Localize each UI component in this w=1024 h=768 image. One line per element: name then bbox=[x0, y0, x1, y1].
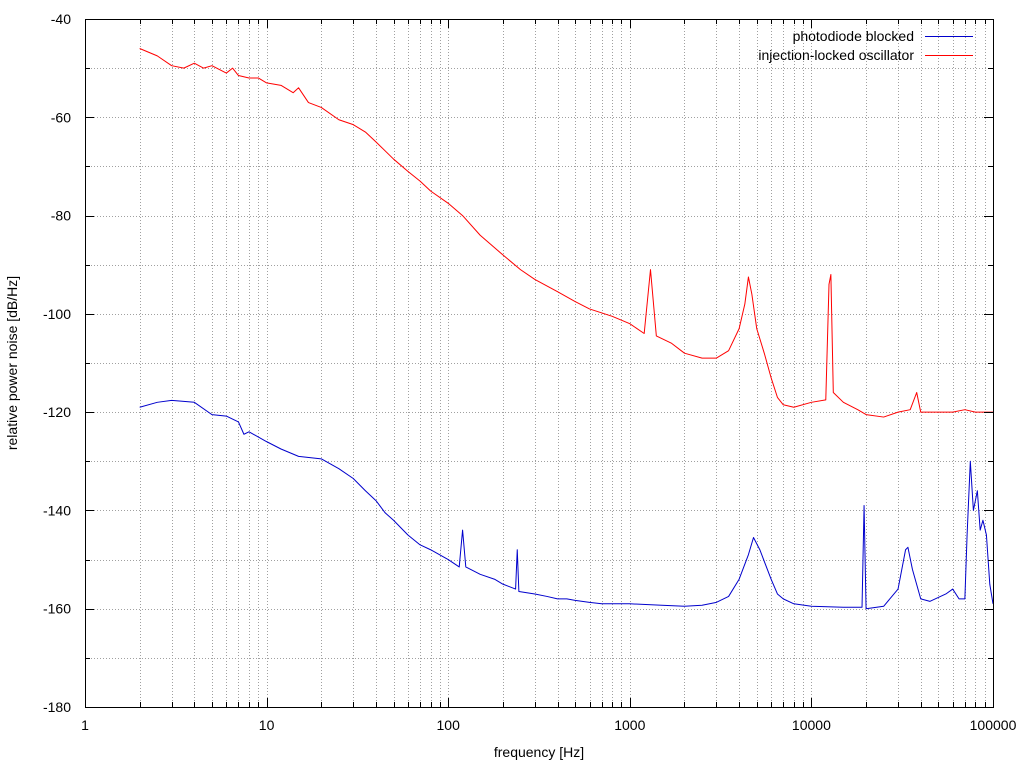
grid bbox=[85, 19, 993, 707]
x-tick-label: 1000 bbox=[614, 717, 645, 733]
y-tick-label: -180 bbox=[43, 699, 71, 715]
series-layer bbox=[139, 48, 994, 610]
legend-entry-label: photodiode blocked bbox=[793, 28, 914, 44]
series-line-2 bbox=[139, 48, 993, 418]
y-tick-label: -160 bbox=[43, 601, 71, 617]
x-tick-label: 10000 bbox=[792, 717, 831, 733]
y-tick-label: -80 bbox=[51, 208, 71, 224]
y-tick-label: -120 bbox=[43, 404, 71, 420]
y-tick-label: -140 bbox=[43, 502, 71, 518]
legend: photodiode blocked injection-locked oscil… bbox=[758, 28, 973, 63]
x-tick-label: 1 bbox=[81, 717, 89, 733]
y-tick-label: -100 bbox=[43, 306, 71, 322]
tick-labels: 1 10 100 1000 10000 100000 -180 -160 -140 -120 -10… bbox=[43, 11, 1017, 733]
y-tick-label: -40 bbox=[51, 11, 71, 27]
y-tick-label: -60 bbox=[51, 109, 71, 125]
series-line-1 bbox=[139, 399, 994, 610]
axis-ticks bbox=[85, 19, 994, 708]
x-tick-label: 100000 bbox=[970, 717, 1017, 733]
x-tick-label: 100 bbox=[437, 717, 461, 733]
y-axis-title: relative power noise [dB/Hz] bbox=[4, 276, 20, 450]
legend-entry-label: injection-locked oscillator bbox=[758, 47, 914, 63]
x-axis-title: frequency [Hz] bbox=[494, 744, 584, 760]
x-tick-label: 10 bbox=[259, 717, 275, 733]
